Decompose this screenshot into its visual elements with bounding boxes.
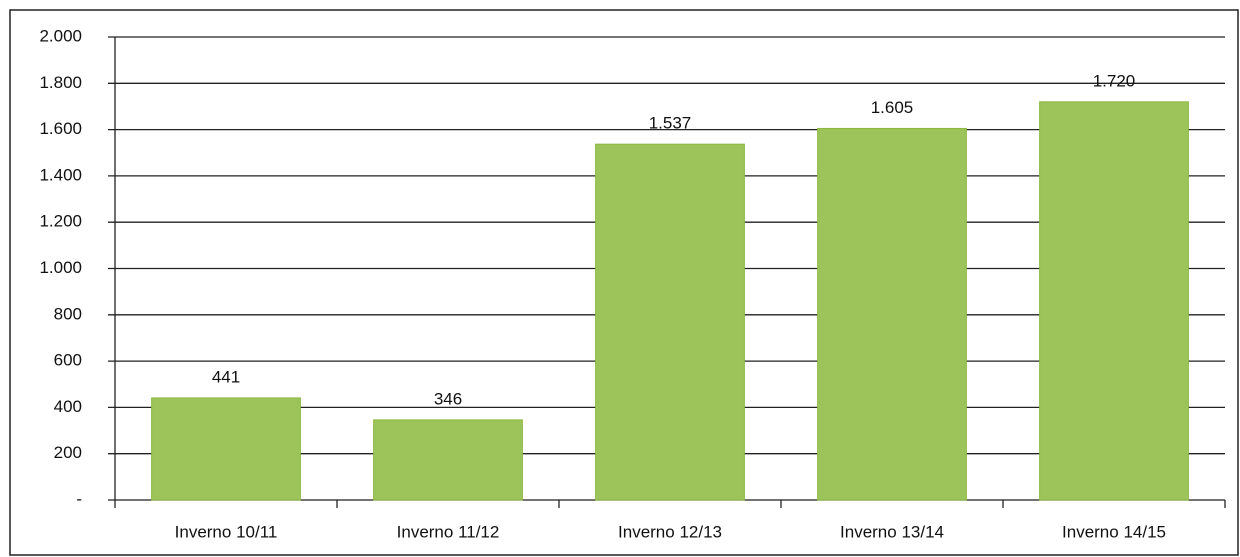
x-tick-label: Inverno 12/13 [618,522,722,541]
bar [151,397,301,501]
y-tick-label: 1.000 [39,258,82,277]
y-tick-label: 1.800 [39,73,82,92]
x-tick-label: Inverno 10/11 [175,522,278,541]
x-tick-label: Inverno 14/15 [1062,522,1166,541]
bar [595,143,745,501]
x-tick-label: Inverno 13/14 [840,522,944,541]
bar [1039,101,1189,501]
x-tick-label: Inverno 11/12 [397,522,500,541]
y-tick-label: 1.600 [39,119,82,138]
y-tick-label: 200 [54,443,82,462]
y-tick-label: - [76,489,82,508]
y-tick-label: 800 [54,304,82,323]
bar [373,419,523,501]
value-label: 1.605 [871,98,914,117]
y-tick-label: 2.000 [39,26,82,45]
y-tick-label: 400 [54,397,82,416]
value-label: 441 [212,367,240,386]
y-tick-label: 1.200 [39,212,82,231]
value-label: 346 [434,389,462,408]
chart-border [9,9,1239,556]
bar [817,127,967,501]
y-tick-label: 600 [54,351,82,370]
value-label: 1.537 [649,114,692,133]
value-label: 1.720 [1093,71,1136,90]
y-tick-label: 1.400 [39,165,82,184]
